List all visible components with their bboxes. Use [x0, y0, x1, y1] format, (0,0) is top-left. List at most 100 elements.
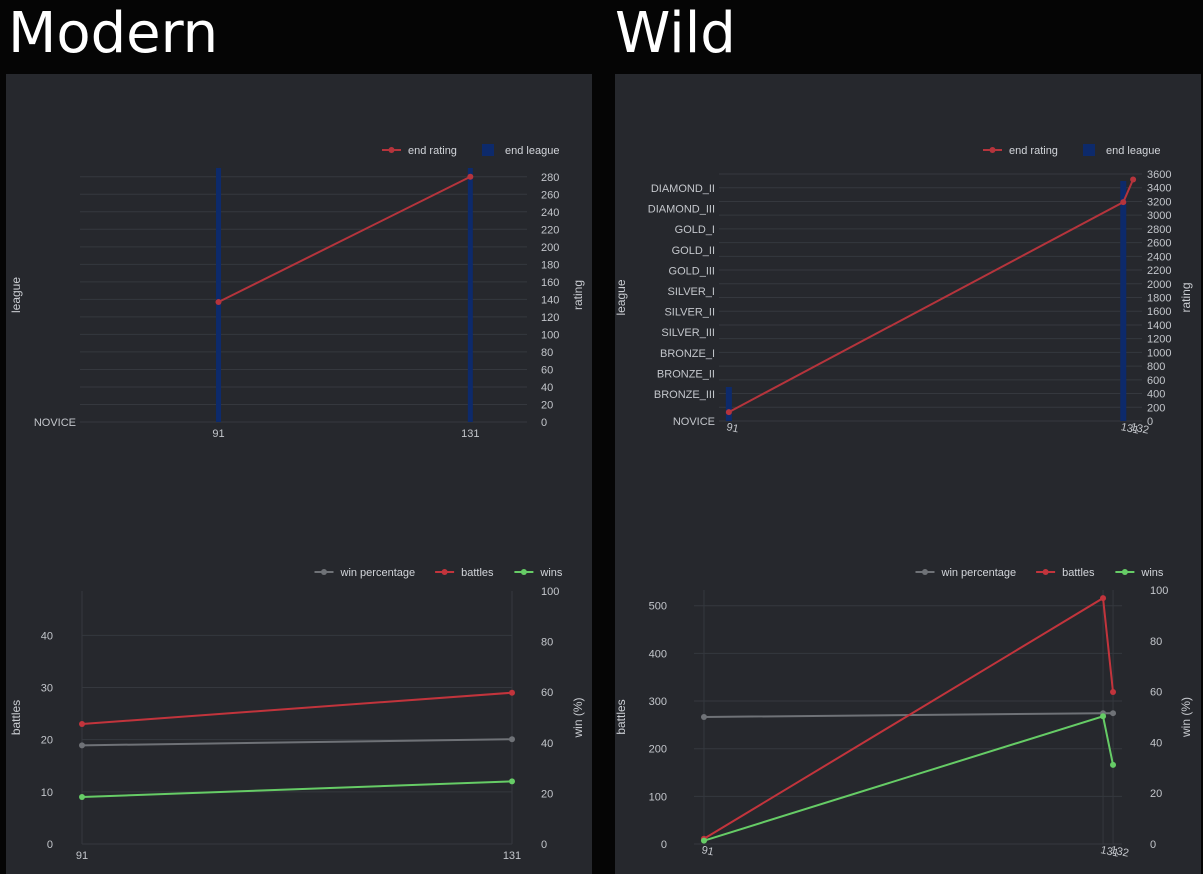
legend-marker-win-percentage — [922, 569, 928, 575]
line-win-percentage — [81, 738, 513, 747]
y1-tick-label: 400 — [649, 648, 667, 660]
legend-marker-end-rating — [388, 147, 395, 153]
legend-label-win-percentage: win percentage — [340, 567, 416, 579]
x-tick-label: 132 — [1130, 421, 1150, 437]
y2-tick-label: 40 — [541, 738, 553, 750]
y2-axis-title: win (%) — [1179, 697, 1193, 738]
y2-tick-label: 3200 — [1147, 196, 1171, 208]
x-tick-label: 131 — [503, 850, 521, 862]
y2-tick-label: 60 — [541, 687, 553, 699]
x-tick-label: 91 — [212, 428, 224, 440]
y1-tick-label: DIAMOND_III — [648, 204, 715, 216]
y1-tick-label: 100 — [649, 791, 667, 803]
y2-tick-label: 0 — [541, 839, 547, 851]
y2-tick-label: 60 — [1150, 687, 1162, 699]
legend-marker-battles — [1042, 569, 1049, 575]
y2-tick-label: 2000 — [1147, 279, 1171, 291]
legend-marker-wins — [520, 569, 527, 575]
y2-tick-label: 0 — [541, 417, 547, 429]
x-tick-label: 91 — [700, 844, 714, 858]
y1-tick-label: BRONZE_I — [660, 348, 715, 360]
point-win-percentage — [79, 742, 85, 749]
point-end-rating — [725, 409, 732, 416]
y2-tick-label: 20 — [541, 399, 553, 411]
wild-panel: NOVICE BRONZE_III BRONZE_II BRONZE_I SILVER_… — [614, 74, 1201, 874]
bar-end-league — [467, 168, 473, 422]
point-wins — [700, 837, 707, 844]
y2-tick-label: 80 — [1150, 636, 1162, 648]
point-end-rating — [467, 173, 474, 180]
y1-tick-label: NOVICE — [673, 416, 715, 428]
line-end-rating — [728, 179, 1135, 413]
legend-label-end-league: end league — [1106, 145, 1160, 157]
y2-tick-label: 80 — [541, 347, 553, 359]
legend-swatch-end-league — [482, 144, 494, 156]
point-battles — [79, 721, 85, 728]
y2-tick-label: 20 — [1150, 788, 1162, 800]
point-end-rating — [1130, 176, 1137, 183]
y2-tick-label: 1800 — [1147, 293, 1171, 305]
y1-tick-label: GOLD_I — [675, 224, 715, 236]
y2-tick-label: 260 — [541, 189, 559, 201]
line-wins — [81, 780, 513, 799]
y1-axis-title: battles — [9, 700, 23, 735]
legend-marker-wins — [1121, 569, 1128, 575]
bar-end-league — [1120, 181, 1127, 421]
legend-label-battles: battles — [1062, 567, 1095, 579]
y2-tick-label: 20 — [541, 788, 553, 800]
y1-tick-label: 40 — [41, 630, 53, 642]
y2-tick-label: 600 — [1147, 375, 1165, 387]
y1-tick-label: 300 — [649, 696, 667, 708]
y1-tick-label: 0 — [661, 839, 667, 851]
y2-tick-label: 2600 — [1147, 238, 1171, 250]
wild-title: Wild — [615, 1, 736, 66]
point-win-percentage — [1110, 710, 1117, 717]
y1-tick-label: 30 — [41, 683, 53, 695]
legend-label-win-percentage: win percentage — [941, 567, 1017, 579]
line-battles — [81, 691, 513, 726]
point-win-percentage — [509, 736, 515, 743]
y2-tick-label: 140 — [541, 294, 559, 306]
bar-end-league — [725, 387, 732, 421]
y2-tick-label: 3000 — [1147, 210, 1171, 222]
modern-battles-chart[interactable]: 0 10 20 30 40 0 20 40 60 80 100 91 131 battles win (%)… — [6, 454, 592, 874]
y2-tick-label: 40 — [1150, 737, 1162, 749]
line-wins — [703, 715, 1115, 842]
y1-tick-label: 500 — [649, 601, 667, 613]
y2-axis-title: rating — [1179, 282, 1193, 312]
y1-tick-label: NOVICE — [34, 417, 76, 429]
y2-tick-label: 2800 — [1147, 224, 1171, 236]
y2-tick-label: 3400 — [1147, 183, 1171, 195]
legend-marker-battles — [441, 569, 448, 575]
y2-axis-title: rating — [571, 280, 585, 310]
y2-tick-label: 3600 — [1147, 169, 1171, 181]
y2-tick-label: 100 — [1150, 585, 1168, 597]
legend-label-battles: battles — [461, 567, 494, 579]
y1-tick-label: SILVER_II — [664, 307, 715, 319]
modern-rating-chart[interactable]: NOVICE 0 20 40 60 80 100 120 140 160 180 200 220 240 2… — [6, 74, 592, 454]
y1-tick-label: SILVER_III — [661, 327, 715, 339]
y2-tick-label: 80 — [541, 637, 553, 649]
y1-tick-label: 200 — [649, 744, 667, 756]
point-battles — [1110, 688, 1117, 695]
y2-axis-title: win (%) — [571, 697, 585, 738]
y1-tick-label: 20 — [41, 735, 53, 747]
point-wins — [79, 794, 85, 801]
modern-panel: NOVICE 0 20 40 60 80 100 120 140 160 180 200 220 240 2… — [6, 74, 592, 874]
y2-tick-label: 200 — [1147, 402, 1165, 414]
y1-axis-title: league — [9, 277, 23, 313]
legend-marker-win-percentage — [321, 569, 327, 575]
point-wins — [1100, 713, 1107, 720]
point-wins — [1110, 761, 1117, 768]
y2-tick-label: 100 — [541, 329, 559, 341]
y1-axis-title: league — [614, 279, 628, 315]
y2-tick-label: 100 — [541, 586, 559, 598]
y2-tick-label: 160 — [541, 277, 559, 289]
y2-tick-label: 2200 — [1147, 265, 1171, 277]
point-battles — [1100, 595, 1107, 602]
y1-tick-label: GOLD_III — [669, 265, 715, 277]
wild-rating-chart[interactable]: NOVICE BRONZE_III BRONZE_II BRONZE_I SILVER_… — [614, 74, 1201, 454]
y2-tick-label: 60 — [541, 364, 553, 376]
point-end-rating — [215, 299, 222, 306]
